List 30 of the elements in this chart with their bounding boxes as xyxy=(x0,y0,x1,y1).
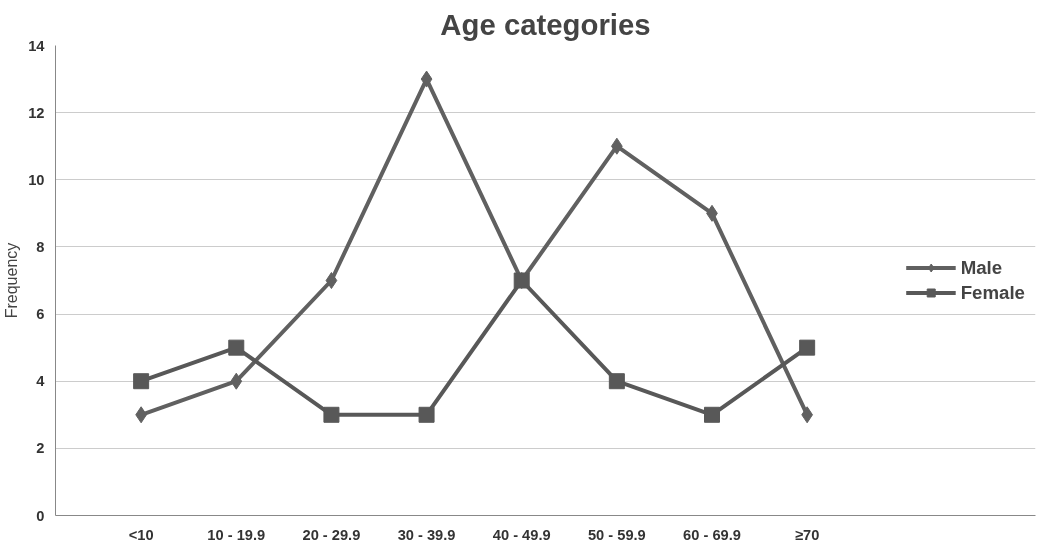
legend-label: Female xyxy=(960,281,1025,304)
point xyxy=(608,373,625,390)
y-axis-title: Frequency xyxy=(3,242,21,319)
point xyxy=(323,406,340,423)
y-tick-label: 6 xyxy=(36,306,45,323)
y-tick-label: 12 xyxy=(28,104,45,121)
x-tick-label: 40 - 49.9 xyxy=(492,526,551,543)
point xyxy=(133,373,150,390)
point xyxy=(230,372,243,390)
x-tick-label: 60 - 69.9 xyxy=(683,526,741,543)
point xyxy=(420,70,433,88)
y-tick-label: 0 xyxy=(36,507,45,524)
point xyxy=(799,339,816,356)
legend-label: Male xyxy=(960,256,1003,279)
y-tick-label: 8 xyxy=(36,238,45,255)
y-tick-label: 2 xyxy=(36,440,45,457)
x-tick-label: 50 - 59.9 xyxy=(587,526,646,543)
x-tick-label: ≥70 xyxy=(794,526,820,543)
point xyxy=(418,406,435,423)
x-tick-label: 30 - 39.9 xyxy=(397,526,456,543)
point xyxy=(228,339,245,356)
y-tick-label: 4 xyxy=(36,373,46,390)
y-tick-label: 14 xyxy=(28,37,46,54)
chart-title: Age categories xyxy=(440,7,651,41)
point xyxy=(325,272,338,289)
x-tick-label: 20 - 29.9 xyxy=(302,526,361,543)
y-tick-label: 10 xyxy=(28,171,45,188)
x-tick-label: <10 xyxy=(128,526,154,543)
x-tick-label: 10 - 19.9 xyxy=(207,526,266,543)
point xyxy=(704,406,720,423)
